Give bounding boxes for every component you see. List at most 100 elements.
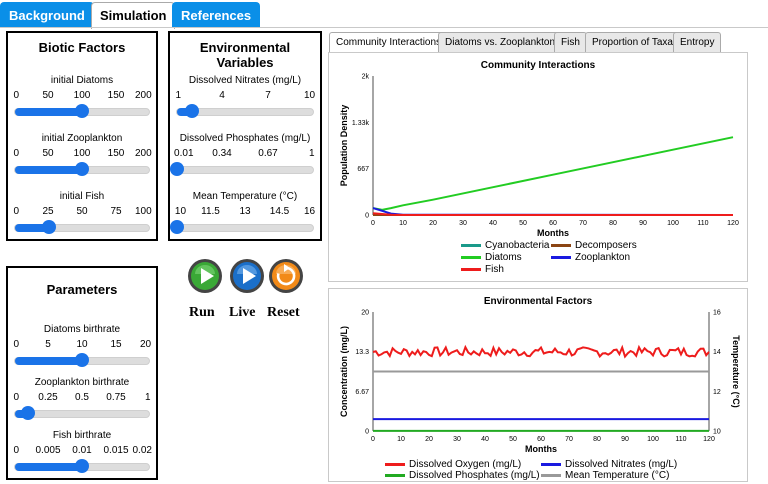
reset-icon[interactable] bbox=[268, 258, 304, 294]
slider-thumb[interactable] bbox=[75, 162, 89, 176]
series-line-fish bbox=[372, 212, 733, 216]
slider-thumb[interactable] bbox=[75, 104, 89, 118]
slider-fill bbox=[15, 357, 82, 365]
legend-label: Decomposers bbox=[575, 240, 637, 251]
slider-tick-label: 13 bbox=[239, 206, 251, 217]
slider-tick-label: 0 bbox=[13, 339, 20, 350]
legend-swatch bbox=[385, 473, 405, 477]
legend-label: Dissolved Oxygen (mg/L) bbox=[409, 459, 522, 470]
slider-thumb[interactable] bbox=[170, 220, 184, 234]
slider-track[interactable] bbox=[14, 406, 150, 420]
slider-tick-label: 25 bbox=[42, 206, 54, 217]
slider-tick-label: 20 bbox=[139, 339, 152, 350]
slider-ticks: 0.01 0.34 0.67 1 bbox=[174, 148, 315, 160]
slider-tick-label: 4 bbox=[219, 90, 225, 101]
legend-item[interactable]: Decomposers bbox=[551, 240, 637, 251]
x-tick-label: 40 bbox=[489, 220, 497, 227]
top-tab-bar: Background Simulation References bbox=[0, 2, 768, 29]
slider-tick-label: 50 bbox=[42, 148, 54, 159]
slider-tick-label: 14.5 bbox=[269, 206, 290, 217]
slider-thumb[interactable] bbox=[170, 162, 184, 176]
legend-item[interactable]: Diatoms bbox=[461, 252, 522, 263]
y-tick-label: 0 bbox=[365, 429, 369, 436]
slider-track[interactable] bbox=[170, 220, 314, 234]
x-tick-label: 110 bbox=[675, 436, 686, 443]
chart-tab-diatoms-vs-zooplankton[interactable]: Diatoms vs. Zooplankton bbox=[438, 32, 563, 52]
legend-swatch bbox=[551, 243, 571, 247]
legend-label: Mean Temperature (°C) bbox=[565, 470, 670, 481]
slider-tick-label: 15 bbox=[110, 339, 122, 350]
slider-tick-label: 16 bbox=[303, 206, 316, 217]
slider-track[interactable] bbox=[14, 104, 150, 118]
slider-tick-label: 0 bbox=[13, 90, 20, 101]
slider-track[interactable] bbox=[14, 220, 150, 234]
x-tick-label: 20 bbox=[429, 220, 437, 227]
legend-swatch bbox=[541, 462, 561, 466]
slider-tick-label: 0 bbox=[13, 148, 20, 159]
legend-label: Cyanobacteria bbox=[485, 240, 550, 251]
slider-track[interactable] bbox=[14, 459, 150, 473]
x-tick-label: 40 bbox=[481, 436, 489, 443]
chart-tab-entropy[interactable]: Entropy bbox=[673, 32, 722, 52]
slider-fill bbox=[15, 166, 82, 174]
slider-tick-label: 5 bbox=[45, 339, 51, 350]
slider-ticks: 0 50 100 150 200 bbox=[13, 90, 151, 102]
legend-label: Diatoms bbox=[485, 252, 522, 263]
slider-track[interactable] bbox=[14, 162, 150, 176]
tab-references[interactable]: References bbox=[172, 2, 261, 27]
legend-item[interactable]: Dissolved Oxygen (mg/L) bbox=[385, 459, 521, 470]
slider-label: Dissolved Phosphates (mg/L) bbox=[179, 133, 311, 144]
slider-tick-label: 1 bbox=[308, 148, 315, 159]
chart-tab-fish[interactable]: Fish bbox=[554, 32, 587, 52]
slider-tick-label: 100 bbox=[73, 148, 91, 159]
legend-item[interactable]: Cyanobacteria bbox=[461, 240, 549, 251]
live-icon[interactable] bbox=[229, 258, 265, 294]
slider-track[interactable] bbox=[14, 353, 150, 367]
legend-item[interactable]: Zooplankton bbox=[551, 252, 630, 263]
x-tick-label: 30 bbox=[459, 220, 467, 227]
tab-divider bbox=[0, 27, 768, 28]
tab-background[interactable]: Background bbox=[0, 2, 94, 27]
x-tick-label: 60 bbox=[549, 220, 557, 227]
legend-item[interactable]: Mean Temperature (°C) bbox=[541, 470, 669, 481]
series-line-dissolved-oxygen-mg-l bbox=[372, 344, 710, 359]
legend-item[interactable]: Dissolved Phosphates (mg/L) bbox=[385, 470, 540, 481]
slider-ticks: 1 4 7 10 bbox=[175, 90, 315, 102]
slider-track[interactable] bbox=[176, 104, 314, 118]
y2-tick-label: 14 bbox=[713, 349, 721, 356]
slider-label: initial Fish bbox=[59, 191, 105, 202]
live-button[interactable]: Live bbox=[229, 305, 256, 320]
environmental-factors-plot: 0 10 20 30 40 50 60 70 80 90 100 110 120 0 6.67 13.3 20 1… bbox=[339, 310, 741, 455]
slider-thumb[interactable] bbox=[185, 104, 200, 118]
y-tick-label: 667 bbox=[357, 166, 369, 173]
slider-thumb[interactable] bbox=[21, 406, 36, 420]
slider-tick-label: 0.02 bbox=[132, 445, 152, 456]
x-tick-label: 50 bbox=[519, 220, 527, 227]
legend-label: Fish bbox=[485, 264, 504, 275]
slider-tick-label: 0 bbox=[13, 206, 20, 217]
slider-track[interactable] bbox=[170, 162, 314, 176]
slider-thumb[interactable] bbox=[75, 459, 89, 473]
chart-tab-proportion-of-taxa[interactable]: Proportion of Taxa bbox=[585, 32, 680, 52]
x-tick-label: 10 bbox=[399, 220, 407, 227]
chart-tab-community-interactions[interactable]: Community Interactions bbox=[329, 32, 449, 53]
x-tick-label: 30 bbox=[453, 436, 461, 443]
x-tick-label: 120 bbox=[727, 220, 739, 227]
y2-tick-label: 12 bbox=[713, 389, 721, 396]
legend-item[interactable]: Dissolved Nitrates (mg/L) bbox=[541, 459, 677, 470]
legend-swatch bbox=[461, 243, 481, 247]
run-button[interactable]: Run bbox=[189, 305, 215, 320]
legend-item[interactable]: Fish bbox=[461, 264, 504, 275]
slider-tick-label: 200 bbox=[134, 148, 152, 159]
tab-simulation[interactable]: Simulation bbox=[91, 2, 176, 29]
legend-label: Dissolved Nitrates (mg/L) bbox=[565, 459, 678, 470]
run-icon[interactable] bbox=[187, 258, 223, 294]
legend-label: Dissolved Phosphates (mg/L) bbox=[409, 470, 540, 481]
slider-thumb[interactable] bbox=[41, 220, 56, 234]
x-tick-label: 10 bbox=[397, 436, 405, 443]
slider-thumb[interactable] bbox=[75, 353, 89, 367]
x-tick-label: 100 bbox=[647, 436, 659, 443]
slider-tick-label: 0.67 bbox=[258, 148, 278, 159]
reset-button[interactable]: Reset bbox=[267, 305, 300, 320]
y-tick-label: 2k bbox=[362, 74, 370, 81]
